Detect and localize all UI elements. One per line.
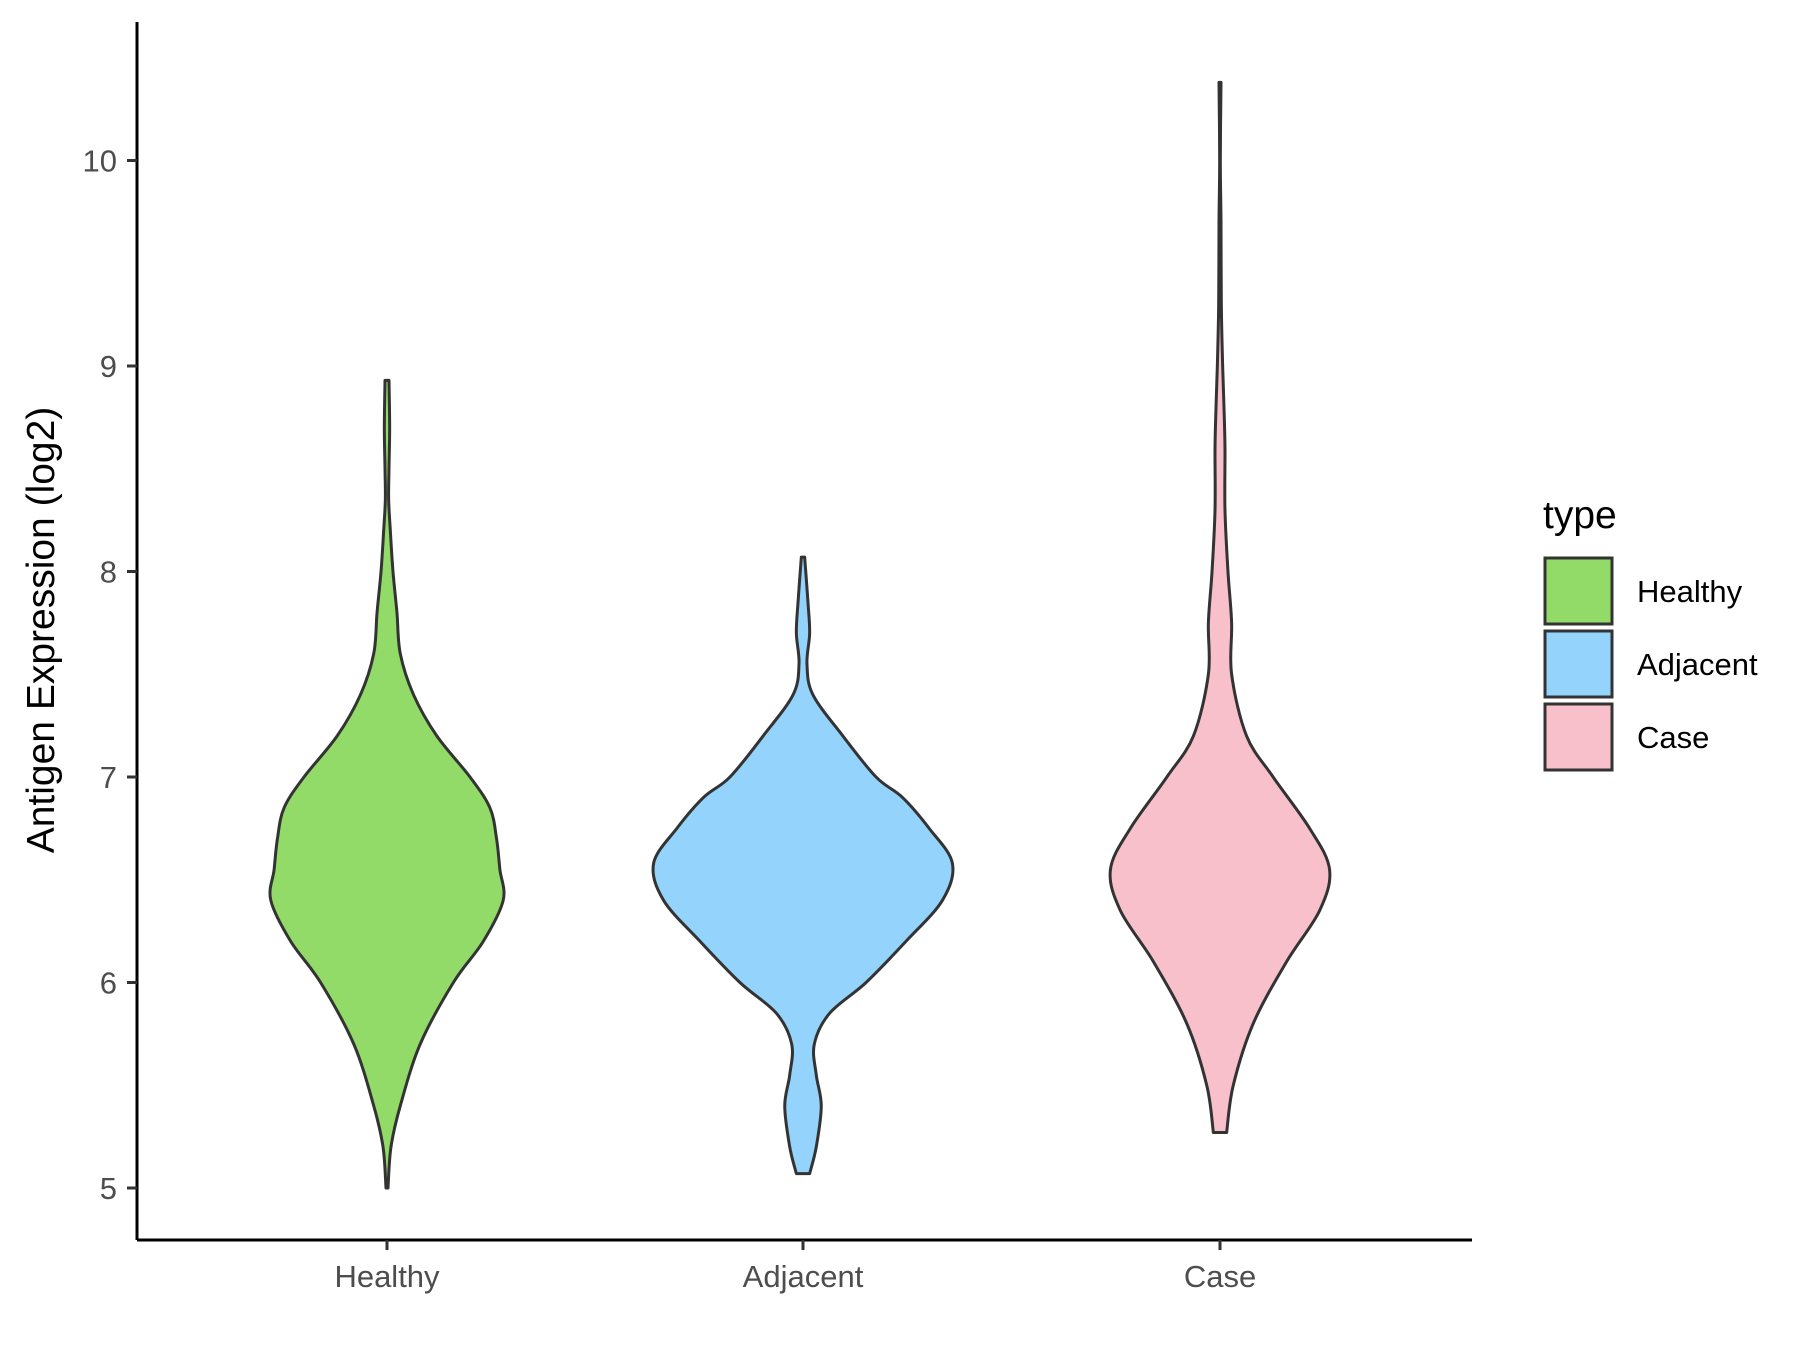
violin-case (1108, 80, 1332, 1135)
legend-key-case (1543, 702, 1614, 772)
x-axis-ticks: Healthy Adjacent Case (334, 1240, 1256, 1294)
y-tick-label: 9 (100, 349, 117, 384)
legend-title: type (1543, 494, 1617, 537)
violin-healthy (268, 378, 506, 1190)
violin-adjacent (651, 555, 955, 1176)
y-tick-label: 8 (100, 555, 117, 590)
x-tick-label-adjacent: Adjacent (743, 1259, 864, 1294)
y-tick-label: 6 (100, 966, 117, 1001)
legend-key-adjacent (1543, 629, 1614, 699)
violin-plot-area (268, 80, 1332, 1190)
x-tick-label-case: Case (1184, 1259, 1256, 1294)
legend-label-adjacent: Adjacent (1637, 647, 1758, 682)
y-tick-label: 7 (100, 760, 117, 795)
y-tick-label: 5 (100, 1171, 117, 1206)
x-tick-label-healthy: Healthy (334, 1259, 440, 1294)
y-tick-label: 10 (83, 144, 117, 179)
y-axis-ticks: 5 6 7 8 9 10 (83, 144, 137, 1206)
legend-label-healthy: Healthy (1637, 574, 1743, 609)
legend-key-healthy (1543, 556, 1614, 626)
legend: type Healthy Adjacent Case (1543, 494, 1758, 772)
legend-label-case: Case (1637, 720, 1709, 755)
y-axis-title: Antigen Expression (log2) (20, 407, 63, 854)
